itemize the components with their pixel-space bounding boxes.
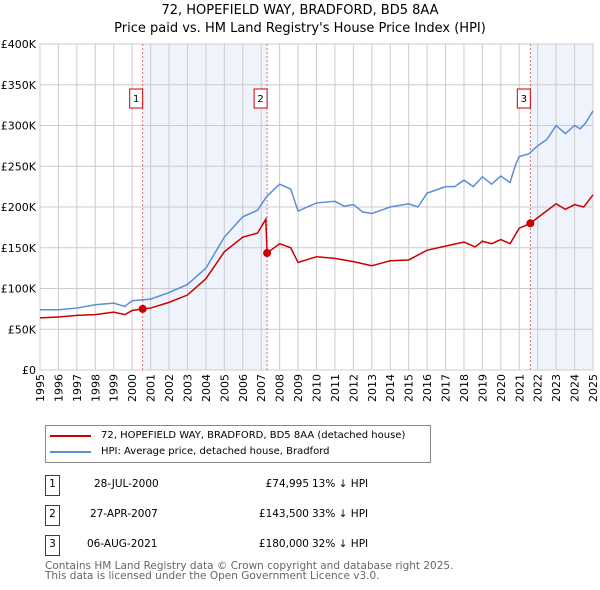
x-tick-label: 2002	[163, 374, 176, 402]
sale-marker-label: 1	[133, 94, 139, 105]
x-tick-label: 2019	[476, 374, 489, 402]
x-tick-label: 2016	[421, 374, 434, 402]
sale-point	[263, 249, 272, 258]
y-tick-label: £100K	[1, 283, 37, 296]
sale-date: 06-AUG-2021	[87, 538, 158, 550]
x-tick-label: 2007	[255, 374, 268, 402]
sale-price: £143,500	[258, 508, 309, 520]
sale-row: 3 06-AUG-2021 £180,000 32% ↓ HPI	[45, 535, 445, 556]
x-tick-label: 2021	[513, 374, 526, 402]
x-tick-label: 2018	[458, 374, 471, 402]
x-tick-label: 2017	[440, 374, 453, 402]
y-tick-label: £200K	[1, 201, 37, 214]
x-tick-label: 1999	[108, 374, 121, 402]
series-line-hpi	[40, 110, 594, 311]
x-tick-label: 2020	[495, 374, 508, 402]
x-tick-label: 2005	[218, 374, 231, 402]
sale-marker-label: 1	[45, 475, 60, 496]
legend-label: 72, HOPEFIELD WAY, BRADFORD, BD5 8AA (de…	[101, 430, 406, 441]
x-tick-label: 2006	[237, 374, 250, 402]
sale-date: 27-APR-2007	[90, 508, 158, 520]
sale-marker-label: 3	[45, 535, 60, 556]
x-tick-label: 2012	[347, 374, 360, 402]
sale-marker-box	[253, 88, 268, 109]
y-tick-label: £150K	[1, 242, 37, 255]
legend: 72, HOPEFIELD WAY, BRADFORD, BD5 8AA (de…	[45, 425, 431, 463]
x-tick-label: 2022	[532, 374, 545, 402]
sale-point	[526, 219, 535, 228]
sale-hpi: 13% ↓ HPI	[312, 478, 369, 490]
x-tick-label: 2008	[274, 374, 287, 402]
sale-marker-label: 2	[45, 505, 60, 526]
sale-row: 2 27-APR-2007 £143,500 33% ↓ HPI	[45, 505, 445, 526]
sale-hpi: 33% ↓ HPI	[312, 508, 369, 520]
plot-border	[39, 43, 594, 371]
sale-marker-box	[516, 88, 531, 109]
x-tick-label: 1996	[52, 374, 65, 402]
x-tick-label: 1997	[71, 374, 84, 402]
x-tick-label: 2004	[200, 374, 213, 402]
y-tick-label: £350K	[1, 79, 37, 92]
chart-subtitle: Price paid vs. HM Land Registry's House …	[114, 21, 486, 36]
x-tick-label: 1998	[89, 374, 102, 402]
y-tick-label: £300K	[1, 120, 37, 133]
x-tick-label: 2023	[550, 374, 563, 402]
x-tick-label: 2000	[126, 374, 139, 402]
x-tick-label: 2015	[403, 374, 416, 402]
x-tick-label: 2025	[587, 374, 600, 402]
sale-point	[138, 304, 147, 313]
x-tick-label: 1995	[34, 374, 47, 402]
x-tick-label: 2011	[329, 374, 342, 402]
footer-copyright: Contains HM Land Registry data © Crown c…	[45, 560, 454, 572]
sale-price: £180,000	[258, 538, 309, 550]
legend-item-hpi: HPI: Average price, detached house, Brad…	[50, 446, 329, 457]
legend-label: HPI: Average price, detached house, Brad…	[101, 446, 330, 457]
x-tick-label: 2001	[145, 374, 158, 402]
y-tick-label: £250K	[1, 160, 37, 173]
x-tick-label: 2013	[366, 374, 379, 402]
plot-area: 1995 1996 1997 1998 1999 2000 2001 2002 2003 2004…	[1, 38, 600, 402]
y-tick-label: £50K	[8, 323, 37, 336]
x-tick-label: 2003	[181, 374, 194, 402]
sale-marker-label: 2	[257, 94, 263, 105]
sale-price: £74,995	[265, 478, 309, 490]
sale-marker-box	[129, 88, 144, 109]
x-tick-label: 2024	[569, 374, 582, 402]
sale-date: 28-JUL-2000	[94, 478, 159, 490]
sale-row: 1 28-JUL-2000 £74,995 13% ↓ HPI	[45, 475, 445, 496]
x-tick-label: 2014	[384, 374, 397, 402]
chart-title: 72, HOPEFIELD WAY, BRADFORD, BD5 8AA	[161, 3, 439, 18]
sale-marker-label: 3	[521, 94, 527, 105]
x-tick-label: 2010	[311, 374, 324, 402]
y-tick-label: £0	[22, 364, 36, 377]
legend-item-property: 72, HOPEFIELD WAY, BRADFORD, BD5 8AA (de…	[50, 430, 405, 441]
y-tick-label: £400K	[1, 38, 37, 51]
footer-licence: This data is licensed under the Open Gov…	[45, 570, 380, 582]
sale-hpi: 32% ↓ HPI	[312, 538, 369, 550]
x-tick-label: 2009	[292, 374, 305, 402]
